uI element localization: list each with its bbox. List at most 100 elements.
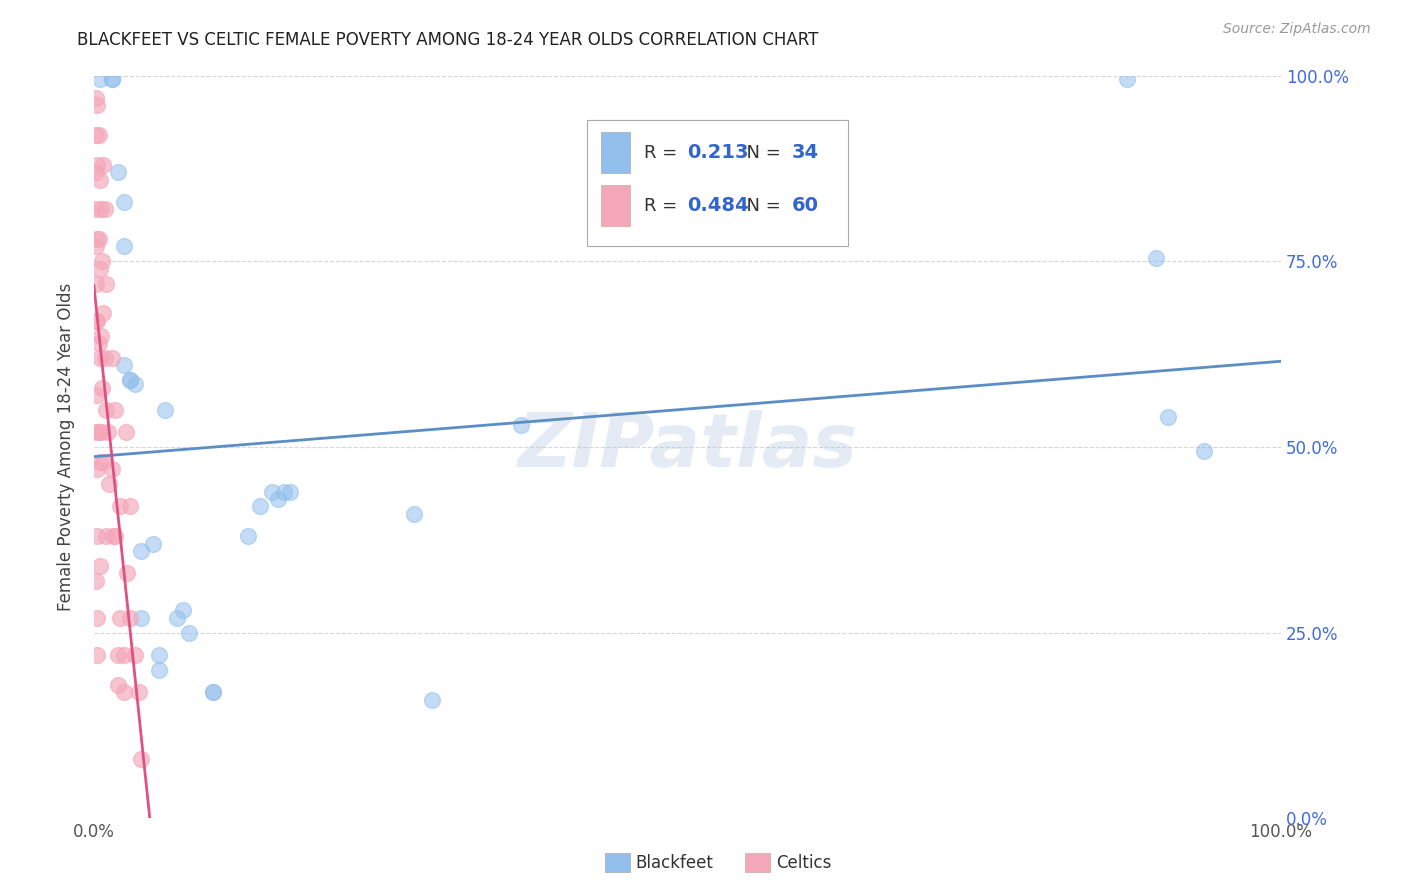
Point [1115,72,1137,87]
Text: N =: N = [735,144,786,161]
Point [1192,443,1215,458]
Point [86,611,108,625]
Text: 0.484: 0.484 [688,196,749,215]
Text: R =: R = [644,144,682,161]
Point [107,678,129,692]
Point [89,261,111,276]
Point [94,277,117,291]
Point [86,648,108,662]
Point [278,484,301,499]
Point [100,351,122,365]
Point [172,603,194,617]
Point [86,98,108,112]
Point [267,491,290,506]
Point [112,358,135,372]
Point [87,128,110,142]
Point [1157,410,1180,425]
Point [90,328,112,343]
Point [131,544,153,558]
Point [84,425,107,439]
Text: Source: ZipAtlas.com: Source: ZipAtlas.com [1223,22,1371,37]
Point [118,373,141,387]
Point [115,425,138,439]
Point [87,232,110,246]
Point [90,202,112,217]
Text: 60: 60 [792,196,818,215]
Point [104,402,127,417]
Point [142,536,165,550]
Point [89,172,111,186]
Point [124,648,146,662]
Point [91,380,114,394]
Text: N =: N = [735,196,786,215]
Point [112,648,135,662]
Point [87,336,110,351]
Point [260,484,283,499]
Point [86,462,108,476]
Bar [600,132,630,173]
Point [131,611,153,625]
Text: 34: 34 [792,144,820,162]
Point [238,529,260,543]
Point [86,529,108,543]
Point [108,500,131,514]
Point [86,158,108,172]
Text: R =: R = [644,196,682,215]
Point [93,306,115,320]
Point [90,425,112,439]
Text: BLACKFEET VS CELTIC FEMALE POVERTY AMONG 18-24 YEAR OLDS CORRELATION CHART: BLACKFEET VS CELTIC FEMALE POVERTY AMONG… [77,31,818,49]
Point [112,685,135,699]
Point [93,455,115,469]
Point [84,165,107,179]
Point [84,202,107,217]
Bar [600,186,630,226]
Point [84,277,107,291]
Point [89,558,111,573]
FancyBboxPatch shape [586,120,848,246]
Point [108,611,131,625]
Point [87,425,110,439]
Point [420,692,443,706]
Point [107,648,129,662]
Point [93,158,115,172]
Point [91,254,114,268]
Text: 0.213: 0.213 [688,144,749,162]
Point [89,351,111,365]
Point [131,752,153,766]
Point [148,663,170,677]
Point [118,500,141,514]
Point [86,388,108,402]
Point [510,417,533,432]
Point [89,72,111,87]
Point [104,529,127,543]
Point [89,455,111,469]
Point [100,72,122,87]
Point [97,425,120,439]
Point [404,507,426,521]
Point [118,611,141,625]
Point [201,685,224,699]
Point [101,529,124,543]
Point [94,402,117,417]
Point [84,128,107,142]
Point [86,314,108,328]
Point [112,239,135,253]
Point [84,314,107,328]
Point [100,462,122,476]
Point [249,500,271,514]
Point [84,239,107,253]
Point [177,625,200,640]
Point [86,232,108,246]
Text: ZIPatlas: ZIPatlas [517,410,858,483]
Point [1144,251,1167,265]
Point [84,91,107,105]
Text: Blackfeet: Blackfeet [636,854,713,871]
Point [94,529,117,543]
Point [118,373,141,387]
Y-axis label: Female Poverty Among 18-24 Year Olds: Female Poverty Among 18-24 Year Olds [58,283,75,611]
Point [107,165,129,179]
Point [84,574,107,588]
Point [93,202,115,217]
Point [201,685,224,699]
Point [98,477,121,491]
